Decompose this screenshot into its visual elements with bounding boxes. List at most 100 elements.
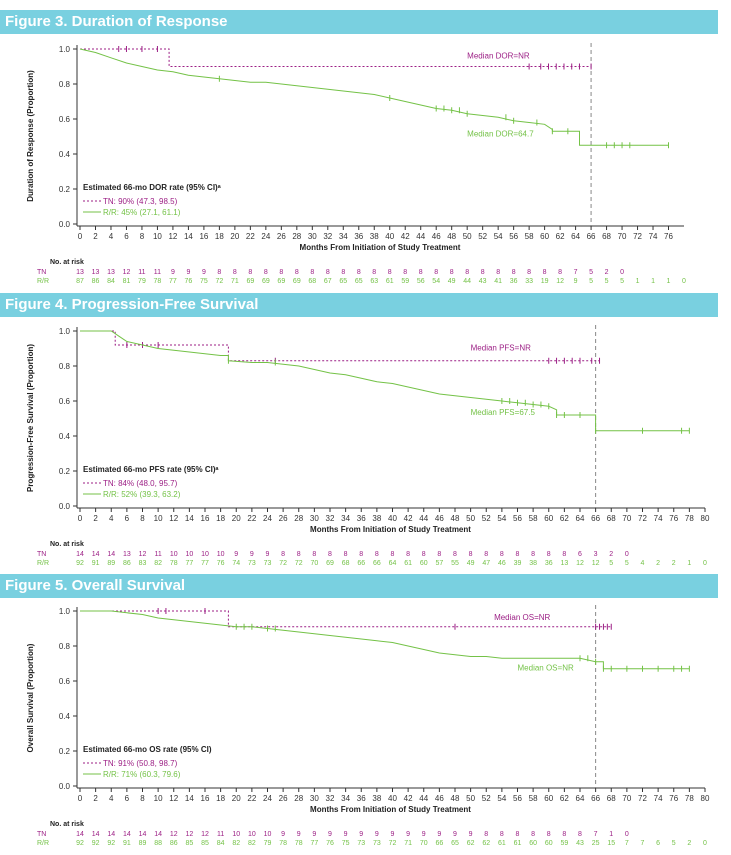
at-risk-rr-count: 69 [277, 278, 285, 285]
at-risk-tn-count: 7 [594, 831, 598, 838]
at-risk-rr-count: 68 [308, 278, 316, 285]
x-tick-label: 74 [654, 514, 663, 523]
x-tick-label: 52 [482, 514, 491, 523]
at-risk-rr-count: 59 [401, 278, 409, 285]
at-risk-tn-count: 8 [547, 551, 551, 558]
x-tick-label: 10 [154, 514, 163, 523]
at-risk-tn-count: 8 [295, 269, 299, 276]
at-risk-rr-count: 7 [641, 840, 645, 847]
x-tick-label: 78 [685, 794, 694, 803]
at-risk-tn-label: TN [37, 551, 46, 558]
at-risk-tn-count: 8 [465, 269, 469, 276]
at-risk-rr-count: 76 [185, 278, 193, 285]
x-tick-label: 38 [370, 232, 379, 241]
x-tick-label: 80 [701, 794, 710, 803]
x-tick-label: 36 [357, 514, 366, 523]
at-risk-tn-count: 12 [201, 831, 209, 838]
x-tick-label: 64 [571, 232, 580, 241]
at-risk-tn-count: 9 [375, 831, 379, 838]
x-tick-label: 60 [540, 232, 549, 241]
x-tick-label: 12 [169, 514, 178, 523]
at-risk-rr-count: 73 [357, 840, 365, 847]
x-tick-label: 36 [357, 794, 366, 803]
at-risk-rr-count: 73 [248, 560, 256, 567]
rr-curve [79, 48, 669, 146]
y-tick-label: 0.8 [59, 362, 71, 371]
y-axis-title: Overall Survival (Proportion) [26, 643, 35, 752]
tn-curve [80, 610, 612, 628]
at-risk-rr-count: 69 [262, 278, 270, 285]
x-tick-label: 14 [185, 794, 194, 803]
x-tick-label: 12 [169, 794, 178, 803]
x-tick-label: 4 [109, 794, 114, 803]
at-risk-rr-count: 79 [264, 840, 272, 847]
x-tick-label: 30 [310, 514, 319, 523]
x-tick-label: 20 [232, 794, 241, 803]
at-risk-tn-count: 9 [422, 831, 426, 838]
at-risk-tn-count: 8 [233, 269, 237, 276]
x-tick-label: 28 [292, 232, 301, 241]
y-tick-label: 0.2 [59, 185, 71, 194]
x-tick-label: 60 [544, 794, 553, 803]
x-tick-label: 72 [638, 794, 647, 803]
x-tick-label: 72 [638, 514, 647, 523]
x-tick-label: 44 [419, 794, 428, 803]
x-tick-label: 6 [125, 794, 130, 803]
at-risk-rr-count: 77 [310, 840, 318, 847]
at-risk-tn-count: 11 [154, 551, 161, 558]
at-risk-rr-count: 85 [185, 840, 193, 847]
at-risk-tn-count: 9 [437, 831, 441, 838]
at-risk-rr-count: 86 [92, 278, 100, 285]
at-risk-tn-count: 10 [248, 831, 256, 838]
at-risk-rr-count: 44 [463, 278, 471, 285]
x-tick-label: 66 [587, 232, 596, 241]
y-tick-label: 0.2 [59, 747, 71, 756]
x-tick-label: 62 [560, 514, 569, 523]
at-risk-tn-count: 9 [406, 831, 410, 838]
legend-rr-label: R/R: 71% (60.3, 79.6) [103, 770, 181, 779]
x-tick-label: 18 [216, 794, 225, 803]
x-tick-label: 28 [294, 794, 303, 803]
at-risk-rr-count: 68 [342, 560, 350, 567]
x-axis-title: Months From Initiation of Study Treatmen… [300, 243, 461, 252]
at-risk-rr-count: 72 [389, 840, 397, 847]
at-risk-rr-count: 84 [217, 840, 225, 847]
at-risk-tn-count: 8 [543, 269, 547, 276]
at-risk-tn-count: 8 [450, 269, 454, 276]
at-risk-rr-count: 12 [576, 560, 584, 567]
x-tick-label: 30 [308, 232, 317, 241]
at-risk-rr-count: 70 [310, 560, 318, 567]
at-risk-tn-count: 8 [326, 269, 330, 276]
at-risk-tn-count: 8 [391, 551, 395, 558]
at-risk-tn-count: 8 [281, 551, 285, 558]
x-tick-label: 62 [556, 232, 565, 241]
at-risk-tn-count: 8 [481, 269, 485, 276]
x-tick-label: 30 [310, 794, 319, 803]
x-tick-label: 58 [525, 232, 534, 241]
at-risk-tn-count: 14 [92, 831, 100, 838]
at-risk-tn-count: 8 [531, 551, 535, 558]
at-risk-rr-count: 82 [154, 560, 162, 567]
at-risk-rr-count: 0 [682, 278, 686, 285]
y-tick-label: 0.4 [59, 432, 71, 441]
x-tick-label: 16 [201, 794, 210, 803]
at-risk-tn-count: 8 [279, 269, 283, 276]
at-risk-tn-count: 8 [341, 269, 345, 276]
at-risk-tn-count: 2 [609, 551, 613, 558]
at-risk-tn-count: 10 [185, 551, 193, 558]
at-risk-rr-count: 63 [370, 278, 378, 285]
x-tick-label: 64 [576, 514, 585, 523]
at-risk-rr-count: 66 [435, 840, 443, 847]
at-risk-rr-count: 5 [609, 560, 613, 567]
at-risk-tn-count: 8 [562, 551, 566, 558]
x-tick-label: 42 [401, 232, 410, 241]
at-risk-title: No. at risk [50, 259, 84, 266]
at-risk-tn-count: 10 [264, 831, 272, 838]
pfs-chart: 0.00.20.40.60.81.00 2 4 6 8 10 12 14 16 18 20 22 24 2… [26, 325, 710, 567]
y-tick-label: 0.4 [59, 150, 71, 159]
at-risk-tn-count: 11 [217, 831, 224, 838]
at-risk-rr-count: 2 [687, 840, 691, 847]
x-tick-label: 76 [669, 794, 678, 803]
at-risk-rr-count: 60 [545, 840, 553, 847]
x-tick-label: 0 [78, 514, 83, 523]
